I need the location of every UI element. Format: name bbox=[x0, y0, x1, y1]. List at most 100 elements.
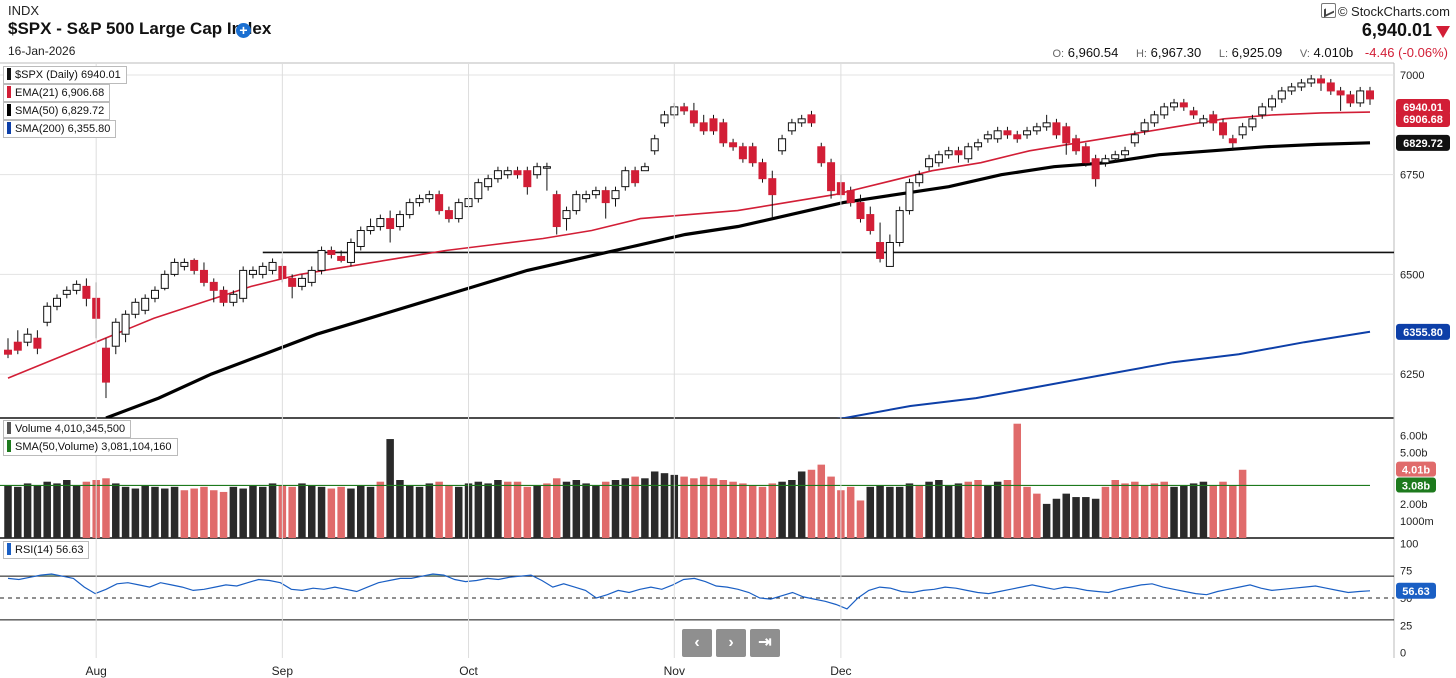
candle-body bbox=[1326, 82, 1335, 92]
candle bbox=[1258, 102, 1267, 119]
volume-bar bbox=[415, 486, 424, 538]
candle bbox=[101, 338, 110, 399]
volume-bar bbox=[112, 483, 120, 538]
scroll-end-button[interactable]: ⇥ bbox=[750, 629, 780, 657]
volume-bar bbox=[229, 486, 238, 538]
volume-bar bbox=[1209, 485, 1217, 538]
volume-bar bbox=[690, 478, 698, 538]
chevron-left-icon: ‹ bbox=[694, 634, 700, 651]
candle-body bbox=[846, 190, 855, 204]
volume-bar bbox=[288, 486, 296, 538]
candle-body bbox=[1121, 150, 1130, 156]
volume-bar bbox=[337, 486, 345, 538]
volume-bar bbox=[944, 485, 953, 538]
candle-body bbox=[876, 241, 885, 259]
candle bbox=[621, 166, 630, 191]
volume-sma-badge-bg bbox=[1396, 477, 1436, 493]
candle-body bbox=[1277, 90, 1286, 100]
candle-body bbox=[866, 214, 875, 232]
copyright[interactable]: © StockCharts.com bbox=[1320, 3, 1450, 19]
volume-bar bbox=[895, 486, 904, 538]
volume-bar bbox=[797, 471, 806, 538]
candle bbox=[1297, 78, 1306, 91]
candle-body bbox=[101, 347, 110, 383]
candle bbox=[405, 198, 414, 219]
add-plus-icon[interactable]: + bbox=[236, 23, 251, 38]
candle bbox=[111, 318, 120, 355]
volume-bar bbox=[729, 481, 737, 538]
volume-bar bbox=[935, 480, 943, 538]
volume-bar bbox=[1160, 481, 1168, 538]
candle bbox=[170, 258, 179, 277]
volume-bar bbox=[454, 486, 463, 538]
legend-entry[interactable]: Volume 4,010,345,500 bbox=[3, 420, 132, 438]
legend-entry[interactable]: EMA(21) 6,906.68 bbox=[3, 84, 111, 102]
volume-label: V: bbox=[1299, 48, 1310, 60]
volume-bar bbox=[33, 485, 42, 538]
candle bbox=[346, 238, 355, 267]
candle bbox=[964, 142, 973, 163]
candle-body bbox=[974, 142, 983, 148]
rsi-last-badge-bg bbox=[1396, 582, 1436, 599]
volume-bar bbox=[592, 485, 600, 538]
candle bbox=[601, 186, 610, 219]
candle-body bbox=[1160, 106, 1169, 116]
candle-body bbox=[1268, 98, 1277, 108]
legend-entry[interactable]: SMA(200) 6,355.80 bbox=[3, 120, 117, 138]
candle-body bbox=[52, 297, 61, 307]
candle-body bbox=[640, 166, 649, 172]
candle bbox=[974, 138, 983, 151]
candle bbox=[219, 286, 228, 307]
volume-bar bbox=[876, 485, 884, 538]
high-value: 6,967.30 bbox=[1150, 45, 1202, 60]
candle-body bbox=[1052, 122, 1061, 136]
candle bbox=[631, 166, 640, 187]
candle-body bbox=[552, 194, 561, 228]
volume-bar bbox=[513, 481, 522, 538]
legend-entry[interactable]: $SPX (Daily) 6940.01 bbox=[3, 66, 127, 84]
exchange-label: INDX bbox=[8, 3, 40, 18]
volume-bar bbox=[151, 486, 159, 538]
candle-body bbox=[386, 218, 395, 230]
candle bbox=[190, 258, 199, 275]
candle-body bbox=[425, 194, 434, 200]
candle-body bbox=[1062, 126, 1071, 144]
candle-body bbox=[1189, 110, 1198, 116]
volume-bar bbox=[768, 483, 777, 538]
candle bbox=[425, 190, 434, 203]
legend-entry[interactable]: SMA(50) 6,829.72 bbox=[3, 102, 111, 120]
candle bbox=[1042, 114, 1051, 131]
candle-body bbox=[395, 214, 404, 228]
legend-entry[interactable]: SMA(50,Volume) 3,081,104,160 bbox=[3, 438, 178, 456]
candle-body bbox=[1013, 134, 1022, 140]
rsi-line bbox=[7, 573, 1371, 610]
candle bbox=[591, 186, 600, 199]
candle-body bbox=[1101, 158, 1110, 164]
chevron-right-icon: › bbox=[728, 634, 734, 651]
volume-bar bbox=[807, 469, 816, 538]
candle-body bbox=[1248, 118, 1257, 128]
candle-body bbox=[983, 134, 992, 140]
candle-body bbox=[150, 289, 159, 299]
candle bbox=[386, 210, 395, 243]
volume-bar bbox=[1023, 486, 1031, 538]
scroll-right-button[interactable]: › bbox=[716, 629, 746, 657]
volume-bar bbox=[925, 481, 933, 538]
candle bbox=[954, 146, 963, 163]
legend-swatch bbox=[7, 104, 11, 116]
volume-bar bbox=[14, 486, 22, 538]
candle bbox=[640, 162, 649, 172]
candle-body bbox=[415, 198, 424, 204]
volume-bar bbox=[1121, 483, 1129, 538]
candle bbox=[180, 258, 189, 271]
candle-body bbox=[307, 269, 316, 283]
candle bbox=[719, 118, 728, 147]
legend-entry[interactable]: RSI(14) 56.63 bbox=[3, 541, 90, 559]
candle-body bbox=[1366, 90, 1374, 100]
candle bbox=[562, 206, 571, 231]
scroll-left-button[interactable]: ‹ bbox=[682, 629, 712, 657]
candle bbox=[542, 162, 551, 191]
candle bbox=[905, 178, 914, 215]
volume-bar bbox=[356, 485, 365, 538]
legend-swatch bbox=[7, 86, 11, 98]
